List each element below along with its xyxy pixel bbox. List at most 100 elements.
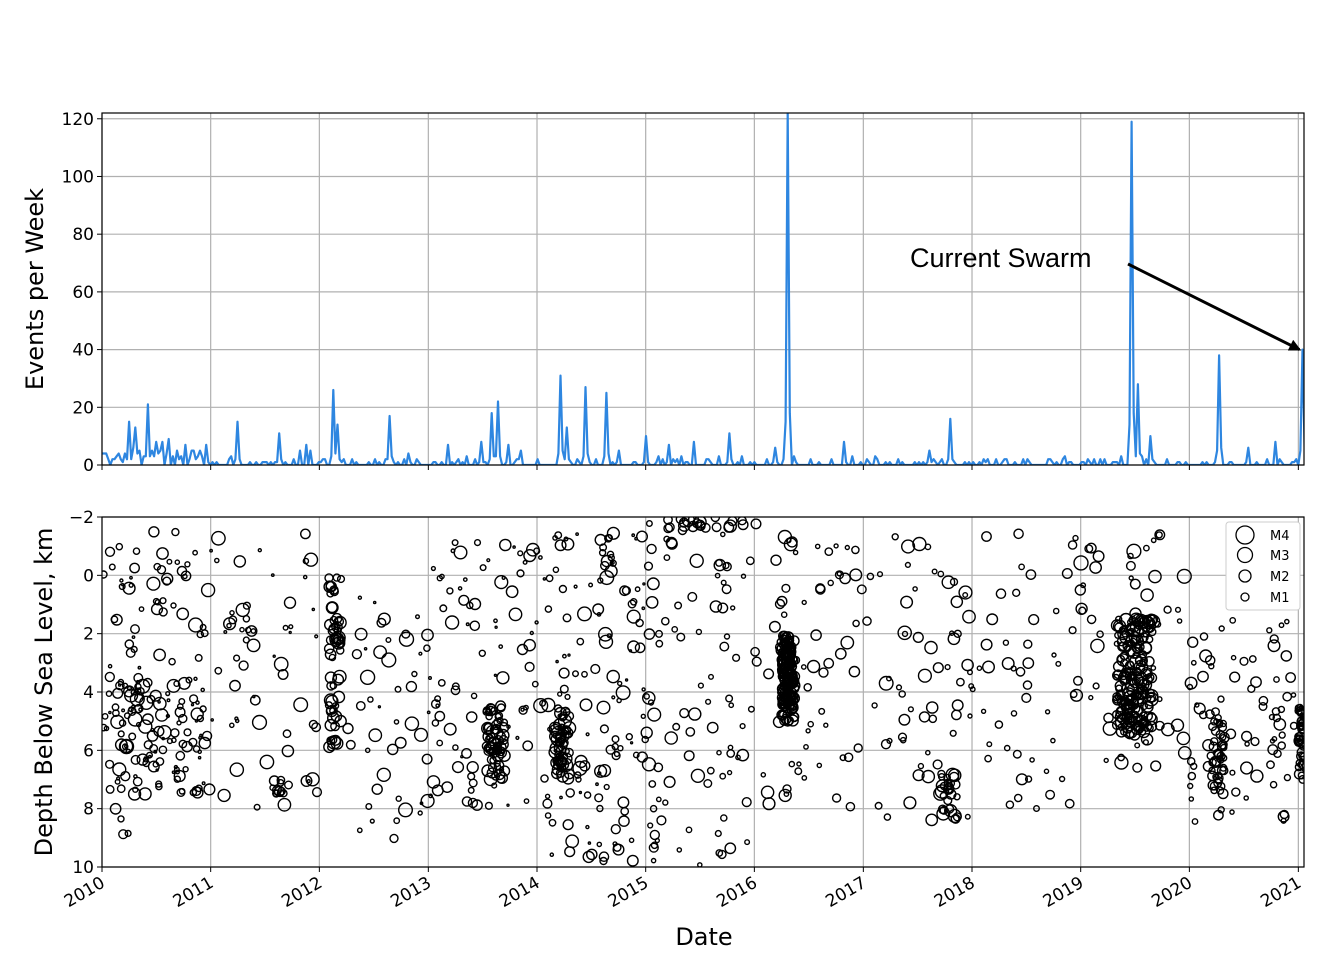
earthquake-point xyxy=(590,663,601,675)
earthquake-point xyxy=(173,775,182,783)
earthquake-point xyxy=(562,708,571,716)
earthquake-point xyxy=(706,721,719,734)
earthquake-point xyxy=(1028,613,1040,626)
earthquake-point xyxy=(750,646,760,657)
earthquake-point xyxy=(720,814,728,822)
bottom-y-tick-label: 10 xyxy=(72,858,94,878)
earthquake-point xyxy=(123,685,136,698)
earthquake-point xyxy=(806,659,821,674)
earthquake-point xyxy=(823,657,835,669)
earthquake-point xyxy=(277,797,292,812)
earthquake-point xyxy=(235,602,250,618)
top-plot-frame xyxy=(101,112,1305,466)
earthquake-point xyxy=(1150,665,1157,671)
earthquake-point xyxy=(201,781,206,786)
earthquake-point xyxy=(1208,766,1216,775)
earthquake-point xyxy=(750,518,762,530)
earthquake-point xyxy=(606,526,621,540)
earthquake-point xyxy=(481,764,495,778)
earthquake-point xyxy=(581,670,588,678)
earthquake-point xyxy=(653,762,664,773)
earthquake-point xyxy=(986,741,993,748)
earthquake-point xyxy=(1194,702,1200,708)
earthquake-point xyxy=(496,671,510,685)
earthquake-point xyxy=(434,695,442,703)
earthquake-point xyxy=(302,557,310,565)
earthquake-point xyxy=(1058,775,1066,783)
earthquake-point xyxy=(478,649,486,657)
earthquake-point xyxy=(329,615,339,625)
earthquake-point xyxy=(150,603,164,616)
legend-marker-m3 xyxy=(1236,546,1254,564)
earthquake-point xyxy=(618,815,630,827)
earthquake-point xyxy=(377,705,382,709)
earthquake-point xyxy=(901,630,909,638)
earthquake-point xyxy=(108,563,116,571)
earthquake-point xyxy=(1133,674,1145,687)
earthquake-point xyxy=(573,584,578,589)
bottom-y-tick-label: 0 xyxy=(83,566,94,586)
earthquake-point xyxy=(629,741,634,745)
earthquake-point xyxy=(774,598,786,610)
earthquake-point xyxy=(558,739,568,750)
earthquake-point xyxy=(703,779,713,789)
earthquake-point xyxy=(728,702,735,709)
earthquake-point xyxy=(751,656,762,667)
earthquake-point xyxy=(1188,796,1195,802)
earthquake-point xyxy=(932,759,943,770)
earthquake-point xyxy=(558,584,568,594)
earthquake-point xyxy=(1278,622,1285,629)
earthquake-point xyxy=(661,616,670,626)
earthquake-point xyxy=(523,704,529,711)
earthquake-point xyxy=(958,585,973,600)
bottom-y-axis-title: Depth Below Sea Level, km xyxy=(30,528,58,857)
earthquake-point xyxy=(599,724,610,734)
earthquake-point xyxy=(578,790,583,795)
earthquake-point xyxy=(1111,694,1124,706)
earthquake-point xyxy=(138,707,143,712)
earthquake-point xyxy=(1145,672,1155,683)
earthquake-point xyxy=(199,705,207,713)
earthquake-point xyxy=(506,803,510,807)
earthquake-point xyxy=(311,607,316,612)
earthquake-point xyxy=(824,547,834,556)
earthquake-point xyxy=(439,604,448,613)
earthquake-point xyxy=(928,714,938,724)
earthquake-point xyxy=(1068,626,1077,635)
earthquake-point xyxy=(1191,818,1199,825)
legend-label-m3: M3 xyxy=(1270,549,1290,564)
earthquake-point xyxy=(1230,654,1237,661)
earthquake-point xyxy=(646,543,657,555)
earthquake-point xyxy=(629,598,638,606)
earthquake-point xyxy=(123,712,131,720)
earthquake-point xyxy=(627,599,637,609)
earthquake-point xyxy=(582,850,595,864)
earthquake-point xyxy=(117,730,125,738)
earthquake-point xyxy=(355,701,366,711)
earthquake-point xyxy=(852,619,860,628)
earthquake-point xyxy=(647,707,662,722)
earthquake-point xyxy=(563,725,571,734)
earthquake-point xyxy=(538,555,543,560)
bottom-y-tick-label: −2 xyxy=(69,508,94,528)
earthquake-point xyxy=(780,646,794,660)
earthquake-point xyxy=(272,654,276,658)
earthquake-point xyxy=(781,583,791,593)
earthquake-point xyxy=(615,685,631,701)
earthquake-point xyxy=(903,796,917,810)
earthquake-point xyxy=(605,744,616,755)
earthquake-point xyxy=(522,559,528,565)
earthquake-point xyxy=(724,842,737,855)
earthquake-point xyxy=(575,776,582,783)
earthquake-point xyxy=(687,517,700,526)
earthquake-point xyxy=(886,737,893,745)
earthquake-point xyxy=(130,754,141,765)
earthquake-point xyxy=(1088,694,1094,701)
earthquake-point xyxy=(579,760,591,772)
earthquake-point xyxy=(497,749,511,762)
earthquake-point xyxy=(125,647,136,658)
earthquake-point xyxy=(778,656,794,672)
earthquake-point xyxy=(1013,793,1023,803)
legend-marker-m2 xyxy=(1238,569,1252,583)
earthquake-point xyxy=(823,722,829,728)
